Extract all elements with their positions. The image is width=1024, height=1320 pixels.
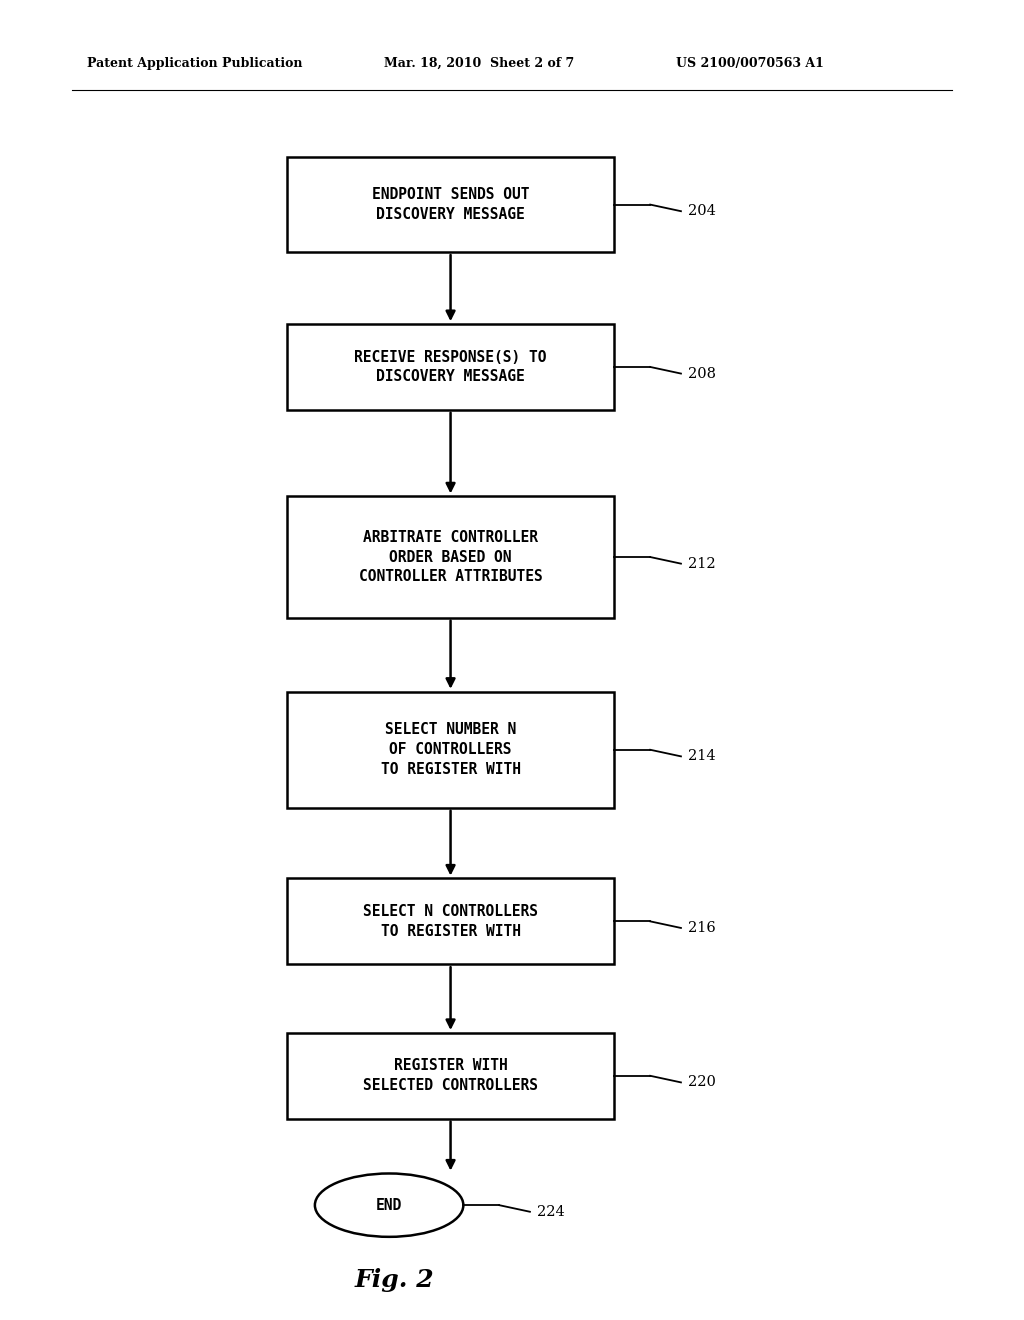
Text: 220: 220 <box>688 1076 716 1089</box>
FancyBboxPatch shape <box>287 496 614 618</box>
Text: REGISTER WITH
SELECTED CONTROLLERS: REGISTER WITH SELECTED CONTROLLERS <box>364 1059 538 1093</box>
FancyBboxPatch shape <box>287 1032 614 1119</box>
Text: SELECT N CONTROLLERS
TO REGISTER WITH: SELECT N CONTROLLERS TO REGISTER WITH <box>364 904 538 939</box>
Text: US 2100/0070563 A1: US 2100/0070563 A1 <box>676 57 823 70</box>
Text: 214: 214 <box>688 750 716 763</box>
Text: 208: 208 <box>688 367 716 380</box>
Ellipse shape <box>315 1173 463 1237</box>
Text: Mar. 18, 2010  Sheet 2 of 7: Mar. 18, 2010 Sheet 2 of 7 <box>384 57 574 70</box>
FancyBboxPatch shape <box>287 692 614 808</box>
Text: Fig. 2: Fig. 2 <box>354 1269 434 1292</box>
Text: ARBITRATE CONTROLLER
ORDER BASED ON
CONTROLLER ATTRIBUTES: ARBITRATE CONTROLLER ORDER BASED ON CONT… <box>358 529 543 585</box>
Text: Patent Application Publication: Patent Application Publication <box>87 57 302 70</box>
FancyBboxPatch shape <box>287 879 614 964</box>
Text: 216: 216 <box>688 921 716 935</box>
Text: 224: 224 <box>537 1205 565 1218</box>
Text: ENDPOINT SENDS OUT
DISCOVERY MESSAGE: ENDPOINT SENDS OUT DISCOVERY MESSAGE <box>372 187 529 222</box>
Text: RECEIVE RESPONSE(S) TO
DISCOVERY MESSAGE: RECEIVE RESPONSE(S) TO DISCOVERY MESSAGE <box>354 350 547 384</box>
Text: 204: 204 <box>688 205 716 218</box>
Text: SELECT NUMBER N
OF CONTROLLERS
TO REGISTER WITH: SELECT NUMBER N OF CONTROLLERS TO REGIST… <box>381 722 520 777</box>
FancyBboxPatch shape <box>287 325 614 409</box>
Text: 212: 212 <box>688 557 716 570</box>
FancyBboxPatch shape <box>287 157 614 252</box>
Text: END: END <box>376 1197 402 1213</box>
